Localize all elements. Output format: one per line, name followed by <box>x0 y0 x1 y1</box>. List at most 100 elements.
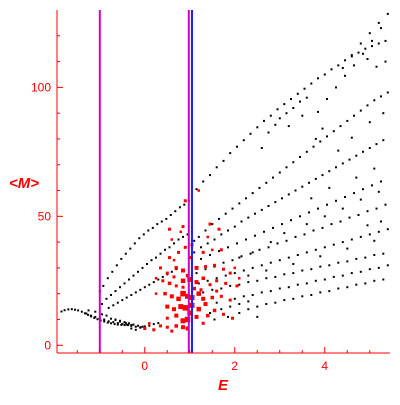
data-point <box>373 254 376 256</box>
data-point <box>200 246 202 249</box>
data-point <box>107 320 110 323</box>
data-point <box>260 208 263 211</box>
data-point <box>346 119 349 122</box>
data-point <box>181 268 185 273</box>
data-point <box>134 328 137 331</box>
data-point <box>227 246 229 249</box>
data-point <box>301 185 304 188</box>
data-point <box>328 264 331 267</box>
data-point <box>196 306 201 312</box>
data-point <box>382 252 385 255</box>
data-point <box>202 291 205 294</box>
x-tick-label: 4 <box>321 359 328 373</box>
data-point <box>247 216 250 219</box>
data-point <box>350 272 353 275</box>
data-point <box>274 123 277 126</box>
data-point <box>251 251 254 254</box>
data-point <box>242 269 245 272</box>
data-point <box>317 207 319 210</box>
data-point <box>317 77 319 80</box>
data-point <box>206 279 209 282</box>
data-point <box>319 265 322 268</box>
data-point <box>235 284 239 288</box>
data-point <box>290 98 292 100</box>
data-point <box>222 267 225 271</box>
data-point <box>296 254 299 256</box>
data-point <box>157 322 160 325</box>
data-point <box>111 270 114 273</box>
data-point <box>137 270 139 273</box>
data-point <box>328 186 331 189</box>
data-point <box>233 297 236 300</box>
data-point <box>310 268 313 271</box>
data-point <box>128 278 130 281</box>
data-point <box>133 242 136 245</box>
data-point <box>168 246 171 249</box>
data-point <box>366 58 369 60</box>
data-point <box>332 275 335 278</box>
data-point <box>185 273 190 278</box>
data-point <box>341 207 344 210</box>
data-point <box>326 203 328 206</box>
data-point <box>265 277 268 280</box>
data-point <box>119 286 121 289</box>
data-point <box>269 241 272 244</box>
data-point <box>181 285 185 289</box>
data-point <box>238 303 241 305</box>
red-series-layer <box>143 189 241 333</box>
data-point <box>368 121 371 124</box>
data-point <box>184 316 191 323</box>
data-point <box>355 257 358 260</box>
data-point <box>169 294 174 299</box>
data-point <box>163 291 167 296</box>
data-point <box>276 108 279 111</box>
data-point <box>208 283 212 287</box>
data-point <box>274 201 277 204</box>
data-point <box>341 241 344 244</box>
data-point <box>156 223 159 226</box>
y-axis-title: <M> <box>9 175 39 192</box>
data-point <box>283 299 286 302</box>
data-point <box>116 301 119 304</box>
data-point <box>245 197 247 200</box>
data-point <box>337 261 340 264</box>
data-point <box>359 270 362 273</box>
data-point <box>380 27 382 30</box>
data-point <box>231 259 234 262</box>
data-point <box>222 159 225 162</box>
data-point <box>308 181 310 184</box>
data-point <box>245 238 247 241</box>
data-point <box>323 246 326 249</box>
data-point <box>305 251 308 254</box>
data-point <box>185 293 190 299</box>
data-point <box>247 274 250 277</box>
data-point <box>339 220 342 223</box>
data-point <box>283 273 286 276</box>
data-point <box>371 184 373 187</box>
data-point <box>233 225 236 228</box>
data-point <box>314 279 317 282</box>
data-point <box>278 117 281 120</box>
data-point <box>199 288 203 292</box>
data-point <box>281 197 283 200</box>
data-point <box>348 216 351 219</box>
data-point <box>238 277 241 280</box>
data-point <box>174 313 179 318</box>
data-point <box>251 294 254 296</box>
data-point <box>377 230 380 233</box>
data-point <box>94 310 97 313</box>
data-point <box>130 327 133 330</box>
data-point <box>197 282 200 285</box>
data-point <box>215 166 218 169</box>
data-point <box>301 114 304 117</box>
data-point <box>380 220 382 223</box>
data-point <box>63 309 66 312</box>
data-point <box>373 239 376 242</box>
data-point <box>346 286 349 289</box>
data-point <box>236 242 238 245</box>
data-point <box>353 192 355 195</box>
data-point <box>229 152 232 155</box>
data-point <box>159 266 162 270</box>
data-point <box>294 235 297 238</box>
data-point <box>170 238 173 241</box>
